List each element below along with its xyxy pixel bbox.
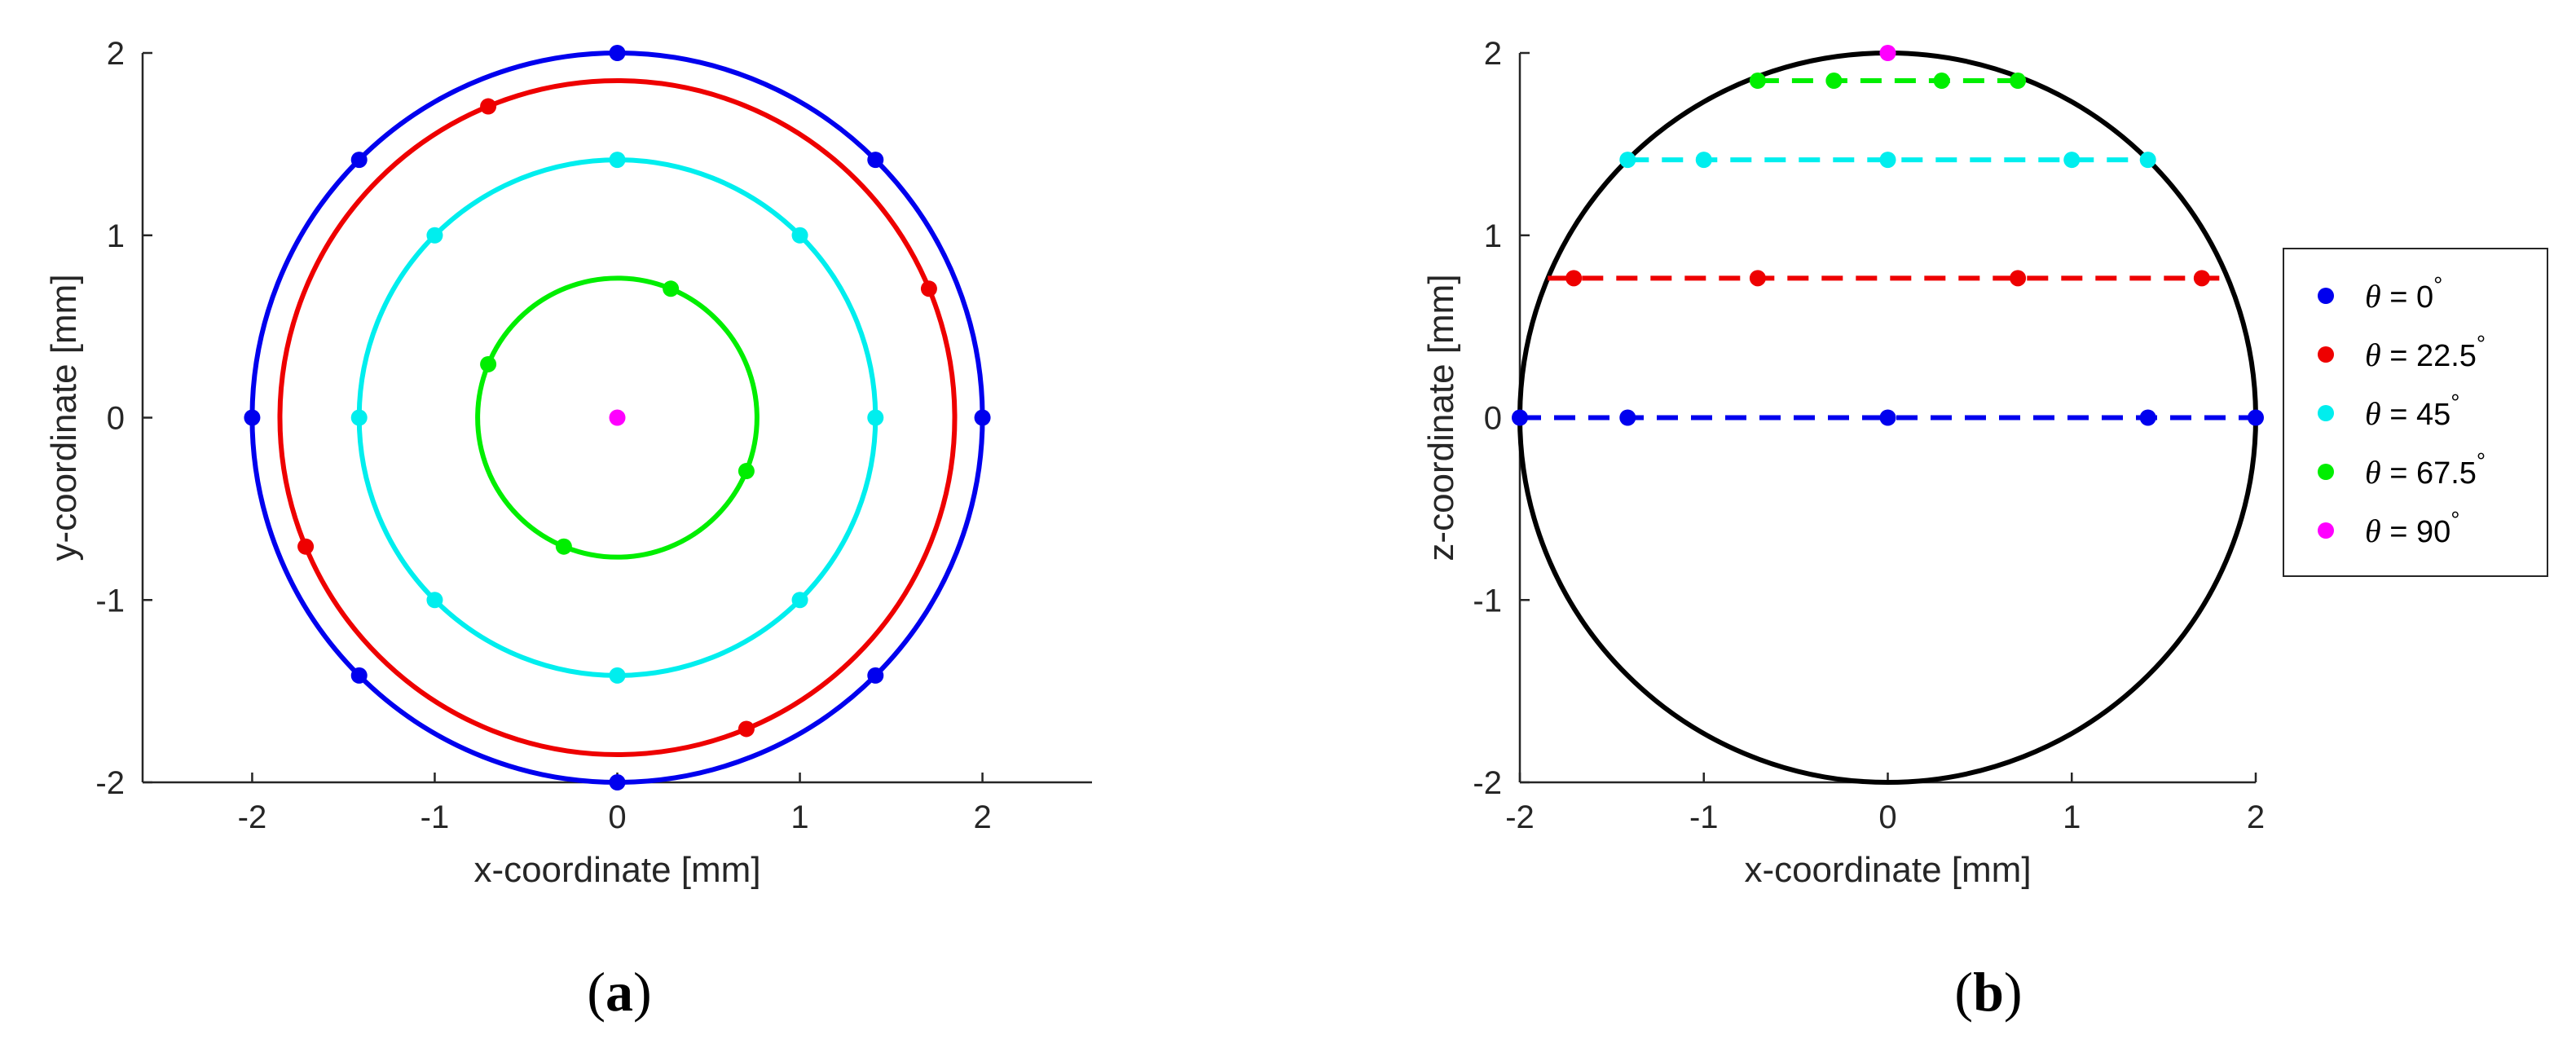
panel-b-series-0-point: [1512, 409, 1528, 426]
legend-marker-0: [2318, 288, 2334, 304]
panel-a-series-2-point: [350, 409, 368, 426]
panel-a-series-2-point: [426, 592, 443, 609]
panel-a-series-0-point: [350, 667, 368, 684]
panel-b-x-axis-title: x-coordinate [mm]: [1744, 850, 2031, 890]
panel-a-series-3-circle: [475, 275, 760, 560]
panel-b-series-3-point: [1933, 73, 1950, 90]
legend: θ = 0° θ = 22.5° θ = 45° θ = 67.5° θ = 90°: [2283, 248, 2548, 577]
panel-a-x-axis-title: x-coordinate [mm]: [473, 850, 760, 890]
panel-b-series-3-point: [1825, 73, 1843, 90]
panel-a-series-1-point: [738, 720, 755, 738]
panel-b-y-tick-label: -1: [1473, 583, 1502, 619]
panel-b-series-2-point: [1695, 152, 1712, 169]
panel-a-y-axis-title: y-coordinate [mm]: [44, 274, 84, 561]
panel-a-x-tick-label: 1: [790, 799, 808, 835]
panel-b-x-tick-label: -1: [1689, 799, 1719, 835]
panel-a-series-2-point: [867, 409, 884, 426]
panel-b-series-0-point: [1619, 409, 1636, 426]
panel-a-series-3-point: [480, 355, 497, 372]
panel-b-series-3-point: [1749, 73, 1766, 90]
panel-a-series-0-point: [867, 152, 884, 169]
panel-b-y-tick-label: 1: [1484, 218, 1502, 254]
legend-marker-1: [2318, 346, 2334, 363]
panel-a-y-tick-label: -1: [95, 583, 125, 619]
panel-b-series-1-point: [1565, 270, 1583, 287]
panel-a-series-0-point: [867, 667, 884, 684]
panel-b-series-1-point: [1749, 270, 1766, 287]
panel-a-series-2-point: [609, 667, 626, 684]
panel-a-x-tick-label: 2: [973, 799, 991, 835]
legend-marker-4: [2318, 522, 2334, 539]
legend-label-0: θ = 0°: [2365, 272, 2442, 315]
panel-b-x-tick-label: -2: [1505, 799, 1535, 835]
panel-a-label: (a): [587, 961, 651, 1023]
legend-marker-3: [2318, 464, 2334, 480]
panel-a-x-tick-label: 0: [608, 799, 626, 835]
panel-a-series-0-point: [350, 152, 368, 169]
legend-label-3: θ = 67.5°: [2365, 448, 2486, 491]
panel-a-series-2-point: [791, 592, 808, 609]
panel-b-series-2-point: [1619, 152, 1636, 169]
panel-b-series-0-point: [2248, 409, 2264, 426]
panel-a-series-1-point: [920, 280, 937, 297]
panel-a-x-tick-label: -1: [421, 799, 450, 835]
panel-a-series-3-point: [663, 280, 680, 297]
panel-a-series-0-point: [244, 409, 261, 426]
panel-a-series-2-point: [791, 227, 808, 244]
panel-a-y-tick-label: 2: [107, 36, 125, 72]
panel-a-y-tick-label: -2: [95, 765, 125, 801]
panel-a-series-0-point: [974, 409, 991, 426]
panel-b-chart: -2 -1 0 1 2 -2 -1 0 1 2 x-coordinate [mm] z-coordin…: [1421, 36, 2265, 890]
legend-label-1: θ = 22.5°: [2365, 331, 2486, 373]
legend-label-4: θ = 90°: [2365, 507, 2459, 549]
panel-b-y-axis-title: z-coordinate [mm]: [1421, 274, 1461, 561]
panel-b-y-tick-label: -2: [1473, 765, 1502, 801]
panel-b-series-4-point: [1879, 45, 1896, 61]
panel-b-series-0-point: [2139, 409, 2156, 426]
panel-a-series-0-point: [609, 774, 626, 790]
panel-b-series-2-point: [2139, 152, 2156, 169]
panel-a-series-3-point: [555, 538, 572, 555]
panel-b-series-1-point: [2010, 270, 2027, 287]
panel-a-series-1-point: [297, 538, 315, 555]
panel-a-y-tick-label: 1: [107, 218, 125, 254]
panel-b-series-1-point: [2193, 270, 2210, 287]
panel-b-label: (b): [1954, 961, 2022, 1023]
legend-label-2: θ = 45°: [2365, 390, 2459, 432]
panel-b-x-tick-label: 1: [2063, 799, 2081, 835]
panel-b-x-tick-label: 0: [1878, 799, 1896, 835]
panel-a-series-1-point: [480, 98, 497, 115]
panel-a-series-0-point: [609, 45, 626, 61]
panel-a-series-3-point: [738, 463, 755, 480]
panel-b-series-0-point: [1879, 409, 1896, 426]
panel-a-chart: -2 -1 0 1 2 -2 -1 0 1 2 x-coordinate [mm] y-coordin…: [44, 36, 1092, 890]
panel-b-series-3-point: [2010, 73, 2027, 90]
panel-b-series-2-point: [1879, 152, 1896, 169]
panel-a-y-tick-label: 0: [107, 401, 125, 437]
legend-marker-2: [2318, 405, 2334, 421]
panel-a-series-2-point: [609, 152, 626, 169]
panel-a-series-4-point: [609, 409, 626, 426]
panel-a-series-1-circle: [277, 78, 958, 757]
panel-a-series-2-point: [426, 227, 443, 244]
panel-b-x-tick-label: 2: [2247, 799, 2265, 835]
panel-b-series-2-point: [2063, 152, 2081, 169]
panel-b-y-tick-label: 2: [1484, 36, 1502, 72]
panel-a-x-tick-label: -2: [238, 799, 267, 835]
panel-b-y-tick-label: 0: [1484, 401, 1502, 437]
